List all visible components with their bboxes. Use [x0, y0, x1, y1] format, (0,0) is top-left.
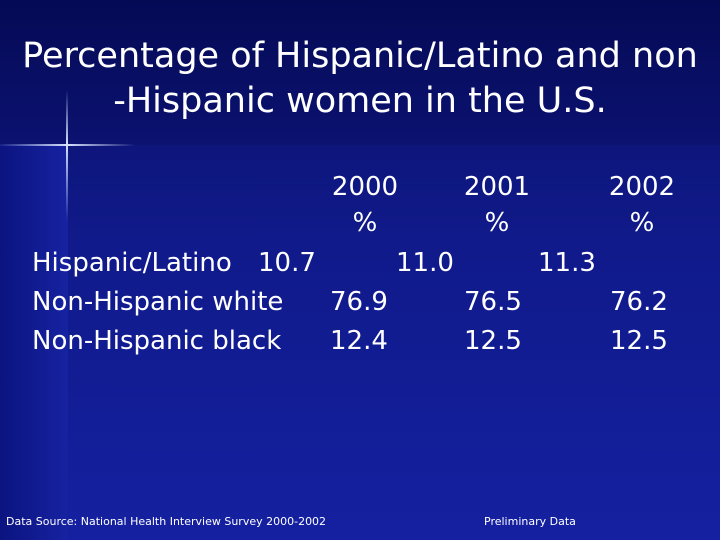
column-unit: %	[352, 208, 378, 238]
cell-hispanic-2002: 11.3	[538, 248, 596, 278]
title-line-1: Percentage of Hispanic/Latino and non	[22, 36, 698, 76]
cell-white-2001: 76.5	[464, 287, 522, 317]
cell-black-2000: 12.4	[330, 326, 388, 356]
cell-white-2002: 76.2	[610, 287, 668, 317]
column-unit: %	[484, 208, 510, 238]
column-year: 2002	[608, 172, 676, 202]
cell-hispanic-2001: 11.0	[396, 248, 454, 278]
cell-black-2002: 12.5	[610, 326, 668, 356]
cell-hispanic-2000: 10.7	[258, 248, 316, 278]
cell-black-2001: 12.5	[464, 326, 522, 356]
header-band	[0, 0, 720, 145]
column-year: 2000	[331, 172, 399, 202]
column-header-2000: 2000 %	[315, 169, 415, 241]
row-label-non-hispanic-white: Non-Hispanic white	[32, 287, 284, 317]
column-unit: %	[629, 208, 655, 238]
row-label-hispanic-latino: Hispanic/Latino	[32, 248, 232, 278]
row-label-non-hispanic-black: Non-Hispanic black	[32, 326, 282, 356]
cell-white-2000: 76.9	[330, 287, 388, 317]
data-source-note: Data Source: National Health Interview S…	[6, 515, 327, 528]
slide-title: Percentage of Hispanic/Latino and non -H…	[0, 34, 720, 124]
column-year: 2001	[463, 172, 531, 202]
preliminary-data-note: Preliminary Data	[484, 515, 576, 528]
column-header-2002: 2002 %	[592, 169, 692, 241]
column-header-2001: 2001 %	[447, 169, 547, 241]
left-band	[0, 145, 68, 540]
title-line-2: -Hispanic women in the U.S.	[113, 81, 607, 121]
sparkle-vertical	[66, 90, 68, 220]
